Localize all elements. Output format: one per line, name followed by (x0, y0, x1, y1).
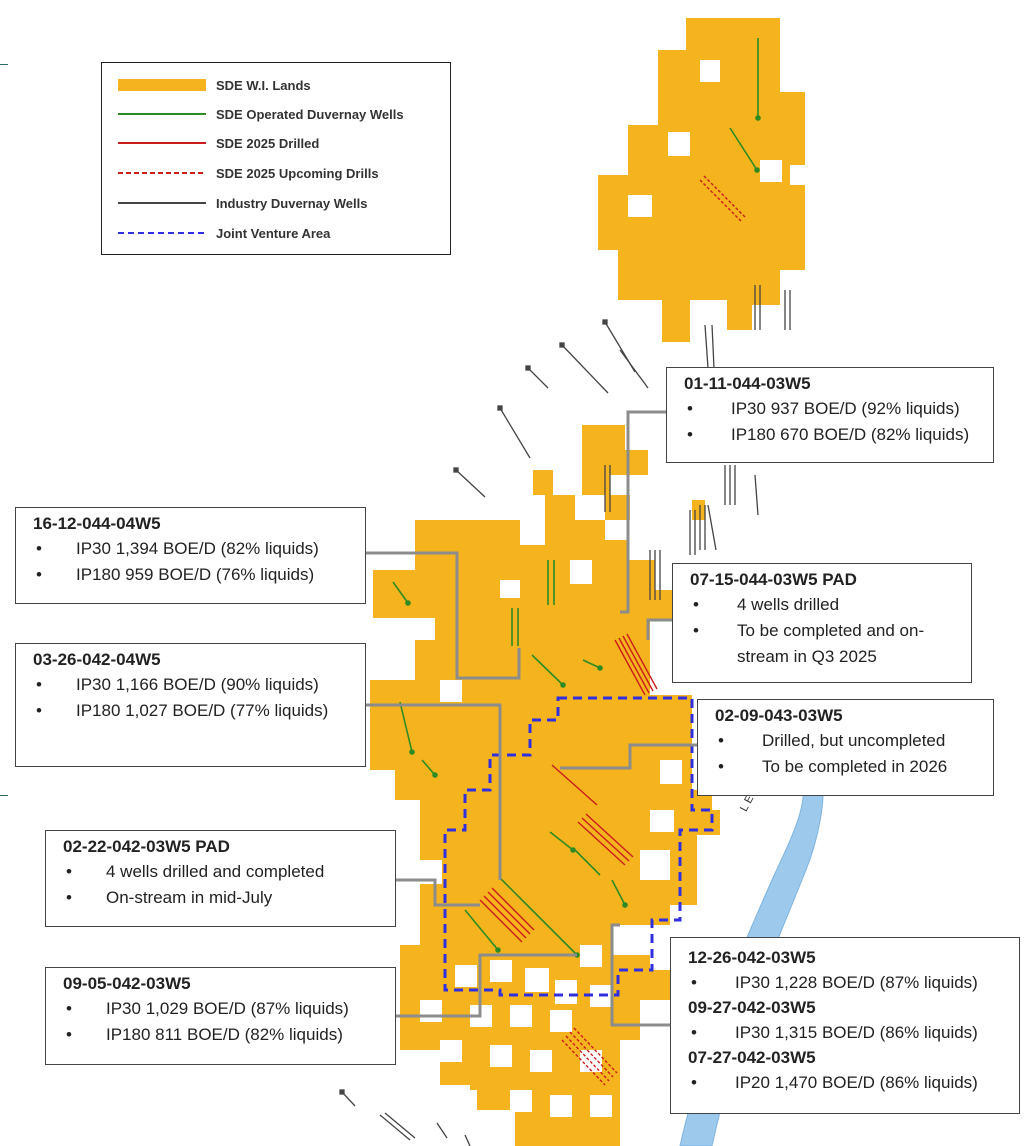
callout-bullet: Drilled, but uncompleted (716, 728, 983, 754)
callout-bullet: IP20 1,470 BOE/D (86% liquids) (689, 1070, 1009, 1096)
callout-bullet: On-stream in mid-July (64, 885, 385, 911)
callout-title: 16-12-044-04W5 (33, 514, 161, 533)
callout-09-05-042-03w5: 09-05-042-03W5 IP30 1,029 BOE/D (87% liq… (45, 967, 396, 1065)
callout-title: 01-11-044-03W5 (684, 374, 811, 393)
callout-02-22-042-03w5-pad: 02-22-042-03W5 PAD 4 wells drilled and c… (45, 830, 396, 927)
callout-bullet: 4 wells drilled (691, 592, 961, 618)
legend-item-lands: SDE W.I. Lands (116, 75, 311, 95)
frame-tick (0, 795, 8, 796)
callout-bullet: To be completed and on-stream in Q3 2025 (691, 618, 961, 670)
callout-bullet: IP180 811 BOE/D (82% liquids) (64, 1022, 385, 1048)
callout-bullet: IP30 1,315 BOE/D (86% liquids) (689, 1020, 1009, 1046)
drilled-2025-wells (479, 633, 658, 943)
callout-title: 07-27-042-03W5 (688, 1048, 816, 1067)
callout-01-11-044-03w5: 01-11-044-03W5 IP30 937 BOE/D (92% liqui… (666, 367, 994, 463)
legend-item-industry-wells: Industry Duvernay Wells (116, 193, 367, 213)
red-line-icon (118, 142, 206, 144)
callout-title: 03-26-042-04W5 (33, 650, 161, 669)
callout-title: 09-05-042-03W5 (63, 974, 191, 993)
map-legend: SDE W.I. Lands SDE Operated Duvernay Wel… (101, 62, 451, 255)
blue-dashed-line-icon (118, 232, 206, 234)
lands-swatch-icon (118, 79, 206, 91)
callout-bullet: IP30 1,166 BOE/D (90% liquids) (34, 672, 355, 698)
industry-wells (339, 285, 791, 1146)
callout-title: 12-26-042-03W5 (688, 948, 816, 967)
frame-tick (0, 64, 8, 65)
callout-bullet: IP180 959 BOE/D (76% liquids) (34, 562, 355, 588)
callout-bullet: 4 wells drilled and completed (64, 859, 385, 885)
callout-16-12-044-04w5: 16-12-044-04W5 IP30 1,394 BOE/D (82% liq… (15, 507, 366, 604)
operated-wells (392, 38, 761, 958)
callout-03-26-042-04w5: 03-26-042-04W5 IP30 1,166 BOE/D (90% liq… (15, 643, 366, 767)
callout-07-15-044-03w5-pad: 07-15-044-03W5 PAD 4 wells drilled To be… (672, 563, 972, 683)
callout-title: 09-27-042-03W5 (688, 998, 816, 1017)
callout-bullet: IP180 670 BOE/D (82% liquids) (685, 422, 983, 448)
callout-02-09-043-03w5: 02-09-043-03W5 Drilled, but uncompleted … (697, 699, 994, 796)
legend-item-drilled: SDE 2025 Drilled (116, 133, 319, 153)
legend-item-upcoming: SDE 2025 Upcoming Drills (116, 163, 379, 183)
legend-item-operated-wells: SDE Operated Duvernay Wells (116, 104, 404, 124)
callout-bullet: IP30 1,394 BOE/D (82% liquids) (34, 536, 355, 562)
upcoming-2025-wells (561, 175, 747, 1086)
callout-bullet: IP180 1,027 BOE/D (77% liquids) (34, 698, 355, 724)
grey-line-icon (118, 202, 206, 204)
callout-title: 07-15-044-03W5 PAD (690, 570, 857, 589)
callout-title: 02-22-042-03W5 PAD (63, 837, 230, 856)
callout-bullet: IP30 1,228 BOE/D (87% liquids) (689, 970, 1009, 996)
callout-bullet: IP30 1,029 BOE/D (87% liquids) (64, 996, 385, 1022)
callout-multi-wells: 12-26-042-03W5 IP30 1,228 BOE/D (87% liq… (670, 937, 1020, 1114)
callout-connectors (365, 410, 697, 1027)
callout-title: 02-09-043-03W5 (715, 706, 843, 725)
callout-bullet: IP30 937 BOE/D (92% liquids) (685, 396, 983, 422)
callout-bullet: To be completed in 2026 (716, 754, 983, 780)
legend-item-joint-venture: Joint Venture Area (116, 223, 330, 243)
red-dashed-line-icon (118, 172, 206, 174)
green-line-icon (118, 113, 206, 115)
joint-venture-boundary (443, 696, 714, 997)
